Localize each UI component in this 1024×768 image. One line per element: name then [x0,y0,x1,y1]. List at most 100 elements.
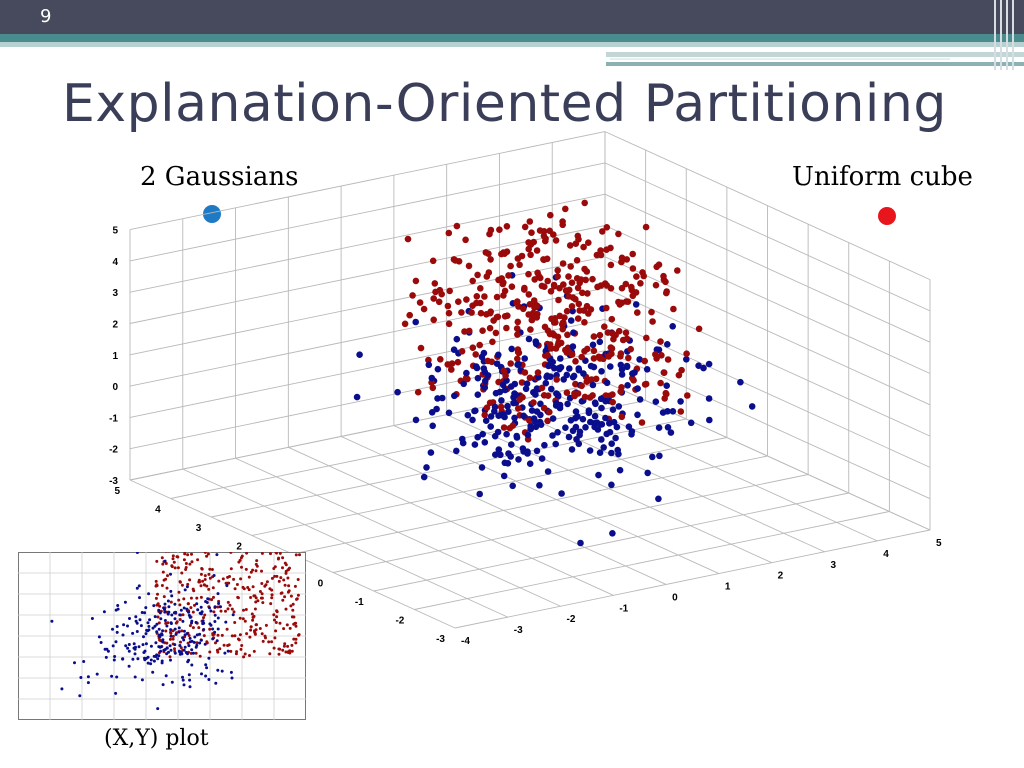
uniform-point [581,319,588,326]
gaussian-point [577,539,584,547]
uniform-point [554,267,561,274]
gaussian-point [562,424,569,432]
uniform-point [498,275,506,282]
uniform-point [488,358,496,366]
uniform-point [518,252,526,260]
uniform-point [581,199,588,207]
inset-uniform-point [199,595,203,599]
inset-uniform-point [234,652,238,656]
uniform-point [492,329,500,337]
grid-line [292,455,768,555]
uniform-point [401,320,409,328]
inset-uniform-point [168,655,172,659]
inset-gaussian-point [99,641,103,644]
x-tick-label: -1 [355,597,364,608]
slide-number: 9 [40,6,52,27]
y-tick-label: 5 [936,538,942,549]
inset-gaussian-point [156,657,160,661]
inset-uniform-point [238,633,242,637]
inset-gaussian-point [180,652,184,656]
inset-uniform-point [164,562,168,565]
inset-uniform-point [298,553,301,557]
uniform-point [465,262,473,270]
uniform-point [607,285,615,292]
uniform-point [609,398,616,406]
uniform-point [473,293,481,300]
inset-gaussian-point [181,619,185,623]
gaussian-point [575,440,583,448]
gaussian-point [565,433,573,441]
gaussian-point [515,456,522,463]
inset-uniform-point [275,615,279,619]
inset-uniform-point [203,578,207,581]
inset-gaussian-point [146,621,150,625]
uniform-point [575,236,582,243]
inset-gaussian-point [114,608,118,612]
gaussian-point [623,362,631,370]
gaussian-point [524,431,532,439]
inset-uniform-point [207,572,211,576]
inset-uniform-point [248,654,251,657]
gaussian-point [492,451,499,459]
gaussian-point [453,335,461,343]
uniform-point [530,399,537,406]
uniform-point [572,295,579,303]
gaussian-point [705,360,713,368]
gaussian-point [695,362,702,370]
inset-uniform-point [272,646,276,650]
uniform-point [508,283,516,291]
uniform-point [436,286,444,294]
inset-uniform-point [229,649,233,653]
inset-uniform-point [187,634,191,637]
grid-line [499,403,825,553]
inset-uniform-point [178,603,182,607]
inset-uniform-point [205,554,209,558]
gaussian-point [580,370,587,377]
inset-gaussian-point [173,643,177,647]
uniform-point [525,291,533,298]
gaussian-point [464,411,472,419]
gaussian-point [569,307,576,315]
grid-line [288,446,614,596]
uniform-point [489,338,496,346]
inset-uniform-point [269,552,272,556]
inset-uniform-point [251,568,255,572]
inset-uniform-point [189,596,193,600]
inset-uniform-point [247,588,251,592]
inset-uniform-point [178,580,182,584]
uniform-point [622,280,630,288]
uniform-point [660,369,668,377]
gaussian-point [532,391,539,398]
uniform-point [503,324,510,332]
uniform-point [547,288,555,295]
inset-gaussian-point [60,687,64,691]
inset-uniform-point [274,629,278,633]
inset-uniform-point [279,576,283,580]
inset-gaussian-point [155,653,159,657]
inset-uniform-point [235,650,239,654]
z-tick-label: 0 [112,382,118,393]
inset-gaussian-point [190,663,194,667]
inset-uniform-point [172,560,176,564]
inset-gaussian-point [160,633,164,637]
uniform-point [477,309,485,317]
gaussian-point [585,407,593,414]
inset-gaussian-point [116,604,120,607]
gaussian-point [433,405,440,413]
inset-gaussian-point [142,635,145,639]
gaussian-point [425,361,433,369]
uniform-point [641,357,648,365]
gaussian-point [394,388,401,396]
uniform-point [500,367,508,375]
inset-gaussian-point [169,589,173,593]
uniform-point [630,377,637,384]
header-stripe [994,0,996,70]
inset-uniform-point [254,600,258,604]
uniform-point [509,422,517,430]
inset-uniform-point [260,569,263,573]
uniform-point [435,298,443,306]
gaussian-point [575,366,583,374]
uniform-point [574,284,582,292]
inset-gaussian-point [159,617,163,621]
gaussian-point [478,464,486,471]
